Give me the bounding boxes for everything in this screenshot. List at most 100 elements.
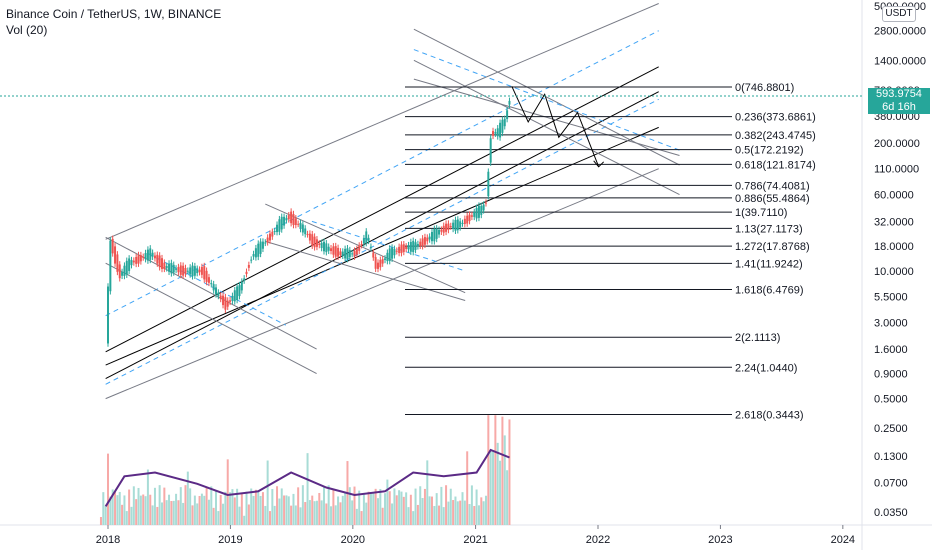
volume-bar: [374, 488, 377, 525]
candle-body: [306, 234, 309, 236]
candle-body: [245, 271, 248, 275]
x-tick-label: 2018: [96, 534, 120, 546]
candle-body: [233, 290, 236, 302]
volume-bar: [214, 490, 217, 525]
x-tick-label: 2024: [831, 534, 855, 546]
volume-bar: [231, 489, 234, 525]
candle-body: [158, 255, 161, 268]
fib-label: 2.24(1.0440): [735, 362, 797, 374]
candle-body: [376, 262, 379, 269]
symbol-title[interactable]: Binance Coin / TetherUS, 1W, BINANCE: [6, 7, 222, 21]
x-tick-label: 2019: [218, 534, 242, 546]
projection-line: [511, 86, 600, 167]
candle-body: [327, 246, 330, 251]
volume-bar: [440, 486, 443, 525]
volume-bar: [506, 470, 509, 525]
volume-bar: [360, 511, 363, 525]
candle-body: [292, 214, 295, 226]
candle-body: [276, 224, 279, 233]
volume-bar: [170, 501, 173, 525]
candle-body: [419, 241, 422, 246]
projection-path: [511, 86, 605, 168]
candle-body: [459, 221, 462, 228]
candle-body: [151, 252, 154, 257]
candle-body: [212, 284, 215, 291]
trend-line: [148, 253, 286, 326]
volume-bar: [318, 492, 321, 525]
volume-bar: [238, 506, 241, 525]
x-tick-label: 2023: [708, 534, 732, 546]
fib-label: 0(746.8801): [735, 82, 794, 94]
currency-button[interactable]: USDT: [882, 6, 916, 22]
candle-body: [299, 222, 302, 230]
candle-body: [257, 243, 260, 257]
volume-bar: [395, 495, 398, 525]
candle-body: [266, 237, 269, 243]
candle-body: [447, 223, 450, 230]
volume-bar: [393, 488, 396, 525]
y-tick-label: 0.2500: [874, 423, 908, 435]
candle-body: [400, 244, 403, 254]
candle-body: [121, 272, 124, 276]
x-tick-label: 2021: [463, 534, 487, 546]
volume-bar: [470, 485, 473, 525]
volume-bar: [179, 487, 182, 525]
candle-body: [330, 248, 333, 252]
candle-body: [334, 246, 337, 257]
candle-body: [273, 231, 276, 233]
fib-label: 0.236(373.6861): [735, 112, 816, 124]
candle-body: [384, 258, 387, 260]
candle-body: [456, 219, 459, 231]
candle-body: [414, 242, 417, 250]
volume-bar: [252, 495, 255, 525]
candle-body: [301, 224, 304, 233]
volume-bar: [111, 489, 114, 525]
candle-body: [294, 218, 297, 226]
volume-bar: [104, 505, 107, 525]
volume-bar: [315, 500, 318, 525]
candle-body: [132, 260, 135, 263]
candle-body: [200, 267, 203, 275]
volume-bar: [240, 492, 243, 525]
volume-bar: [463, 500, 466, 525]
volume-bar: [149, 494, 152, 525]
candle-body: [482, 204, 485, 211]
candle-body: [149, 248, 152, 260]
fib-label: 0.786(74.4081): [735, 180, 810, 192]
volume-bar: [482, 501, 485, 525]
volume-bar: [224, 491, 227, 525]
candle-body: [128, 258, 131, 271]
volume-indicator-label[interactable]: Vol (20): [6, 23, 48, 37]
price-axis[interactable]: 5000.00002800.00001400.0000700.0000380.0…: [874, 1, 926, 519]
volume-bar: [222, 503, 225, 525]
volume-bar: [337, 496, 340, 525]
candle-body: [243, 278, 246, 281]
trend-line: [105, 3, 659, 240]
volume-bar: [144, 496, 147, 525]
volume-bar: [351, 500, 354, 525]
y-tick-label: 0.9000: [874, 369, 908, 381]
volume-bar: [212, 507, 215, 525]
candle-body: [139, 255, 142, 262]
candle-body: [135, 256, 138, 264]
volume-bar: [325, 503, 328, 525]
candle-body: [360, 243, 363, 246]
volume-bar: [492, 451, 495, 525]
volume-bar: [459, 500, 462, 525]
candle-body: [362, 238, 365, 244]
candle-body: [339, 251, 342, 255]
candle-body: [283, 216, 286, 226]
candle-body: [111, 238, 114, 254]
fib-label: 1(39.7110): [735, 207, 787, 219]
volume-bar: [494, 415, 497, 525]
fib-label: 0.886(55.4864): [735, 193, 810, 205]
candle-body: [130, 260, 133, 266]
candle-body: [452, 222, 455, 229]
candle-body: [308, 233, 311, 241]
volume-bar: [508, 419, 511, 525]
volume-bar: [355, 508, 358, 525]
volume-bar: [435, 493, 438, 525]
time-axis[interactable]: 2018 2019 2020 2021 2022 2023 2024: [96, 525, 855, 546]
volume-bar: [442, 507, 445, 525]
